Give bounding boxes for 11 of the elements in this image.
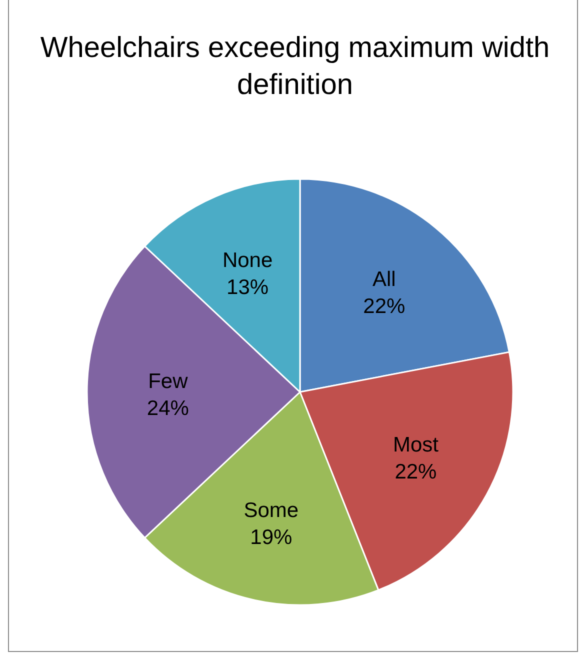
slice-label: Most <box>392 434 439 457</box>
slice-label: Some <box>244 498 299 522</box>
chart-title: Wheelchairs exceeding maximum width definition <box>40 31 550 103</box>
slice-label: All <box>372 268 396 292</box>
data-label: 19% <box>250 526 292 549</box>
data-label: 13% <box>226 276 269 299</box>
data-label: 24% <box>146 397 189 420</box>
slice-label: None <box>222 248 273 272</box>
data-label: 22% <box>394 460 437 484</box>
data-label: 22% <box>363 295 406 318</box>
slice-label: Few <box>148 370 189 393</box>
